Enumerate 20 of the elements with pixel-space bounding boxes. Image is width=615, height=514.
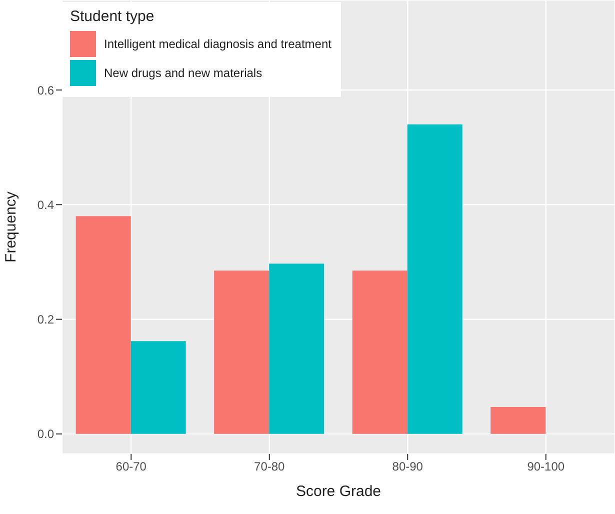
x-tick-label: 90-100 <box>527 460 565 474</box>
x-axis-title: Score Grade <box>296 483 382 500</box>
legend-label: Intelligent medical diagnosis and treatment <box>103 36 332 53</box>
bar <box>352 270 408 434</box>
y-tick-label: 0.4 <box>37 198 54 212</box>
bar <box>76 216 131 434</box>
bar <box>130 341 186 434</box>
y-axis-title: Frequency <box>2 191 20 262</box>
y-tick-label: 0.2 <box>37 312 54 327</box>
x-tick-label: 70-80 <box>254 460 286 474</box>
x-tick-label: 80-90 <box>392 460 424 474</box>
y-tick-label: 0.0 <box>37 427 54 442</box>
legend-label: New drugs and new materials <box>103 65 264 82</box>
bar <box>407 124 462 434</box>
bar <box>269 264 324 434</box>
bar <box>214 270 270 434</box>
y-tick-label: 0.6 <box>37 83 54 98</box>
legend-title: Student type <box>70 8 156 25</box>
bar <box>490 406 546 434</box>
x-tick-label: 60-70 <box>116 460 147 474</box>
